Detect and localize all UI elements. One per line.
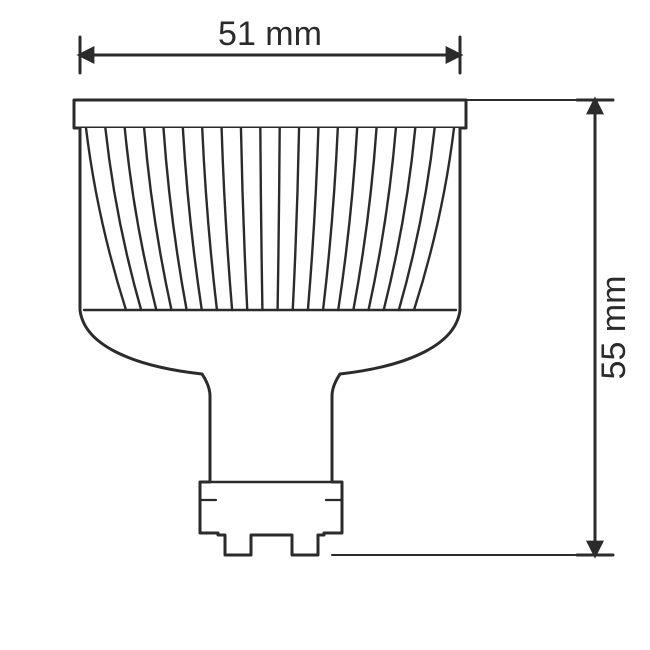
width-dimension-label: 51 mm [218, 15, 322, 53]
height-dimension-label: 55 mm [595, 276, 633, 380]
bulb-outline [80, 128, 460, 555]
